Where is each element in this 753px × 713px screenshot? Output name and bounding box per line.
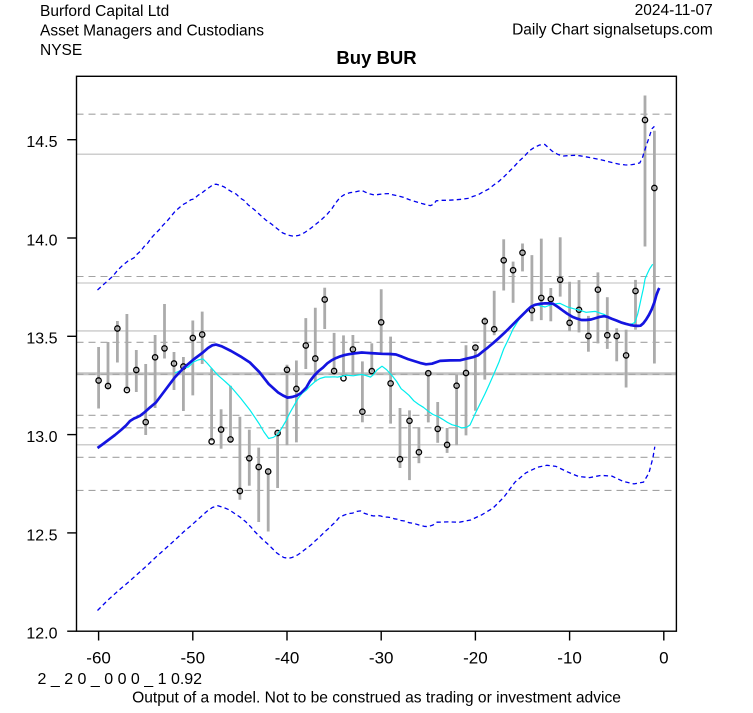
svg-text:-20: -20 bbox=[463, 649, 488, 668]
svg-text:2024-11-07: 2024-11-07 bbox=[635, 2, 713, 19]
svg-text:Burford Capital Ltd: Burford Capital Ltd bbox=[40, 3, 169, 20]
svg-text:Output of a model. Not to be c: Output of a model. Not to be construed a… bbox=[132, 690, 621, 707]
svg-text:-50: -50 bbox=[181, 649, 206, 668]
svg-text:14.0: 14.0 bbox=[26, 232, 57, 249]
svg-text:2 _ 2 0 _ 0 0 0 _ 1 0.92: 2 _ 2 0 _ 0 0 0 _ 1 0.92 bbox=[38, 671, 203, 688]
svg-text:-40: -40 bbox=[275, 649, 300, 668]
svg-text:14.5: 14.5 bbox=[26, 134, 57, 151]
svg-text:12.0: 12.0 bbox=[26, 626, 57, 643]
svg-text:-30: -30 bbox=[369, 649, 394, 668]
svg-text:Buy BUR: Buy BUR bbox=[336, 47, 416, 68]
svg-text:Asset Managers and Custodians: Asset Managers and Custodians bbox=[40, 23, 264, 40]
svg-text:Daily Chart signalsetups.com: Daily Chart signalsetups.com bbox=[512, 22, 713, 39]
svg-text:-10: -10 bbox=[557, 649, 582, 668]
svg-text:NYSE: NYSE bbox=[40, 42, 82, 59]
svg-text:12.5: 12.5 bbox=[26, 527, 57, 544]
svg-text:13.0: 13.0 bbox=[26, 429, 57, 446]
svg-text:0: 0 bbox=[659, 649, 668, 668]
svg-text:13.5: 13.5 bbox=[26, 331, 57, 348]
svg-text:-60: -60 bbox=[86, 649, 111, 668]
